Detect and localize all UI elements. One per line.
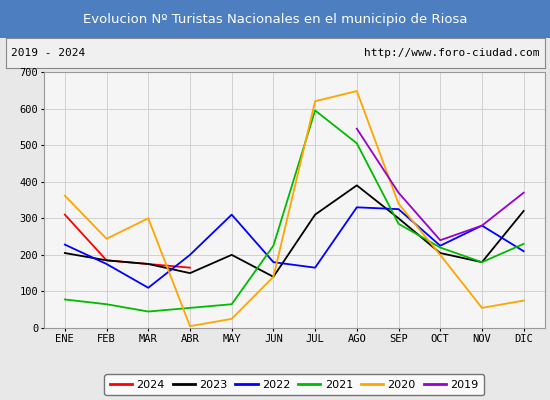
Text: 2019 - 2024: 2019 - 2024: [11, 48, 85, 58]
Text: Evolucion Nº Turistas Nacionales en el municipio de Riosa: Evolucion Nº Turistas Nacionales en el m…: [82, 12, 468, 26]
Legend: 2024, 2023, 2022, 2021, 2020, 2019: 2024, 2023, 2022, 2021, 2020, 2019: [104, 374, 484, 396]
Text: http://www.foro-ciudad.com: http://www.foro-ciudad.com: [364, 48, 539, 58]
